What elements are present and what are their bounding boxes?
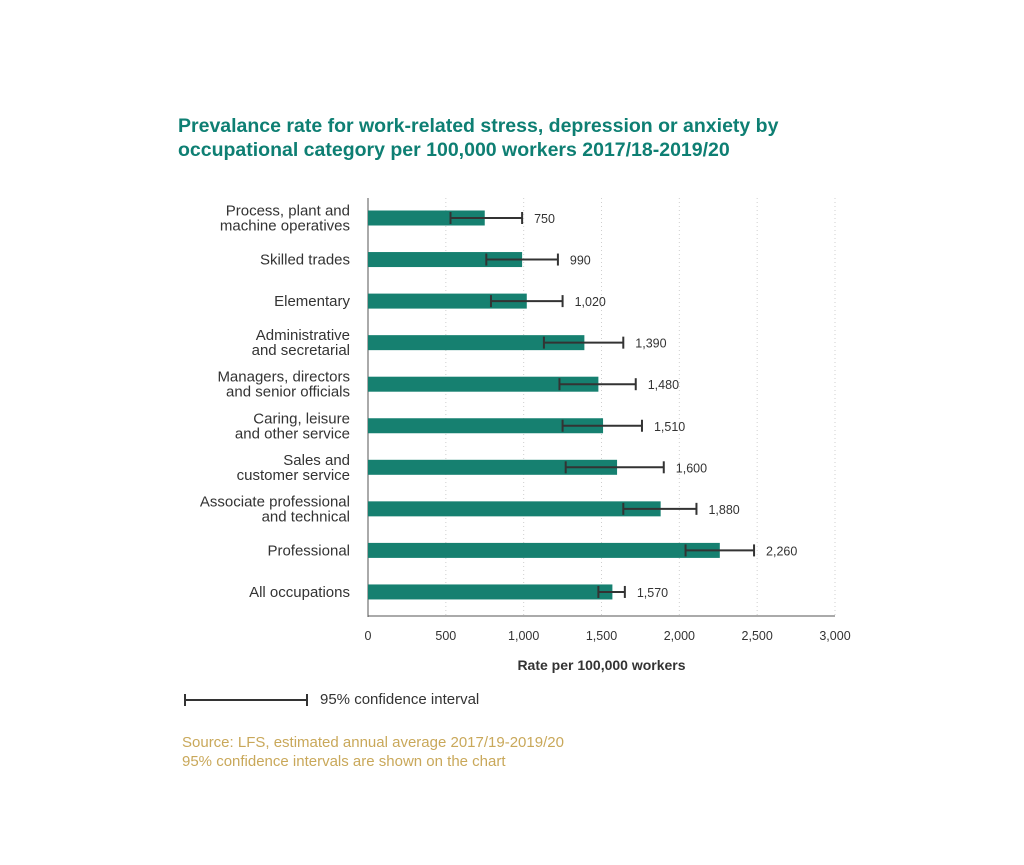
bar — [368, 293, 527, 309]
confidence-interval-legend-marker — [184, 694, 308, 706]
x-tick-label: 2,500 — [742, 629, 773, 643]
source-line-2: 95% confidence intervals are shown on th… — [182, 753, 506, 770]
data-label: 990 — [570, 254, 591, 268]
source-line-1: Source: LFS, estimated annual average 20… — [182, 734, 564, 751]
data-label: 1,480 — [648, 378, 679, 392]
bar — [368, 542, 720, 558]
category-label-line: customer service — [237, 467, 350, 484]
legend-label: 95% confidence interval — [320, 691, 480, 708]
category-label: Skilled trades — [260, 252, 350, 269]
category-label-line: and other service — [235, 425, 350, 442]
data-label: 1,880 — [708, 503, 739, 517]
category-label: Associate professional and technical — [200, 493, 350, 525]
category-label: Managers, directors and senior officials — [217, 369, 350, 401]
bar — [368, 584, 613, 600]
data-label: 1,020 — [575, 295, 606, 309]
category-label: Sales and customer service — [237, 452, 350, 484]
bar — [368, 210, 485, 226]
data-label: 1,600 — [676, 461, 707, 475]
category-label: All occupations — [249, 584, 350, 601]
data-label: 2,260 — [766, 544, 797, 558]
category-label-line: Managers, directors — [217, 369, 350, 386]
category-label-line: Sales and — [283, 452, 350, 469]
bar — [368, 418, 604, 434]
category-label-line: Skilled trades — [260, 252, 350, 269]
data-label: 1,570 — [637, 586, 668, 600]
category-label: Professional — [267, 542, 350, 559]
chart-title-line-1: Prevalance rate for work-related stress,… — [178, 115, 779, 137]
category-label: Administrative and secretarial — [252, 327, 350, 359]
bar — [368, 335, 585, 351]
category-label-line: All occupations — [249, 584, 350, 601]
x-tick-label: 1,000 — [508, 629, 539, 643]
bar — [368, 501, 661, 517]
category-label-line: and secretarial — [252, 342, 350, 359]
category-label-line: Process, plant and — [226, 203, 350, 220]
category-label-line: Caring, leisure — [253, 410, 350, 427]
category-label: Caring, leisure and other service — [235, 410, 350, 442]
bar — [368, 376, 599, 392]
category-label-line: Associate professional — [200, 493, 350, 510]
category-label-line: machine operatives — [220, 218, 350, 235]
data-label: 1,390 — [635, 337, 666, 351]
bar — [368, 459, 618, 475]
data-label: 1,510 — [654, 420, 685, 434]
category-label: Elementary — [274, 293, 350, 310]
x-tick-label: 1,500 — [586, 629, 617, 643]
source-note: Source: LFS, estimated annual average 20… — [182, 733, 564, 771]
x-tick-label: 2,000 — [664, 629, 695, 643]
bar — [368, 252, 523, 268]
chart-title: Prevalance rate for work-related stress,… — [178, 114, 898, 162]
category-label-line: Elementary — [274, 293, 350, 310]
category-label-line: Professional — [267, 542, 350, 559]
x-tick-label: 0 — [365, 629, 372, 643]
data-label: 750 — [534, 212, 555, 226]
x-tick-label: 500 — [435, 629, 456, 643]
x-tick-label: 3,000 — [819, 629, 850, 643]
category-label-line: Administrative — [256, 327, 350, 344]
legend: 95% confidence interval — [184, 690, 584, 710]
category-label-line: and technical — [262, 508, 350, 525]
chart-title-line-2: occupational category per 100,000 worker… — [178, 139, 730, 161]
x-axis-title: Rate per 100,000 workers — [517, 657, 685, 673]
category-label-line: and senior officials — [226, 384, 350, 401]
category-label: Process, plant and machine operatives — [220, 203, 350, 235]
bar-chart: 0 500 1,000 1,500 2,000 2,500 3,000 Rate per 10… — [200, 198, 851, 673]
